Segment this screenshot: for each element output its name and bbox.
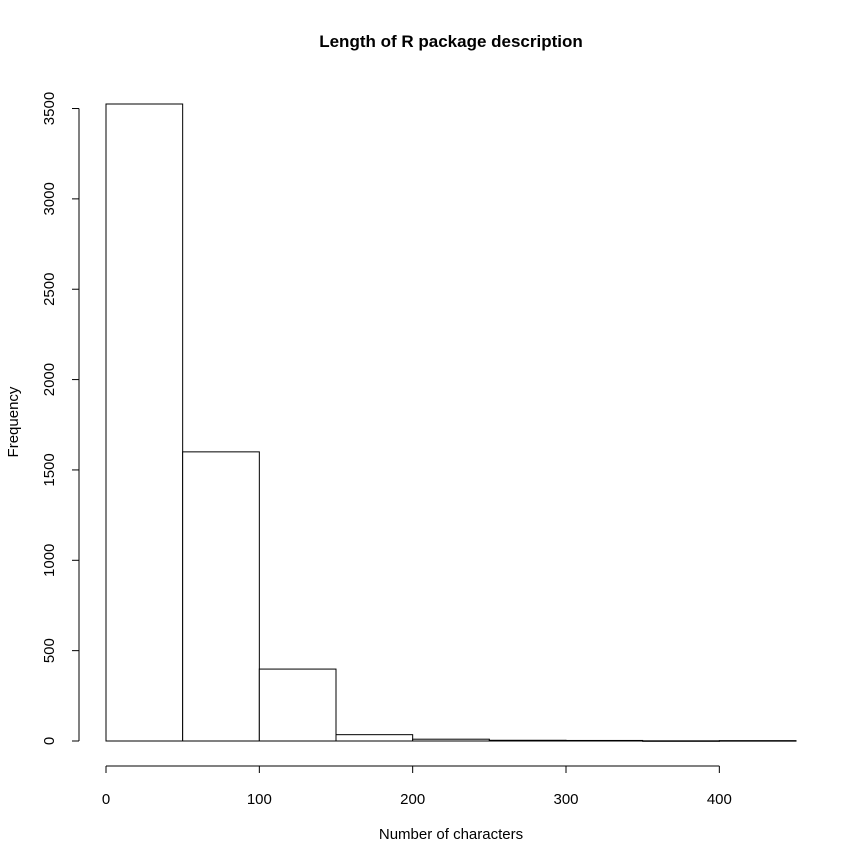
histogram-bar-2 [258,668,337,742]
y-tick-label: 500 [41,638,58,663]
histogram-bar-8 [718,740,797,742]
y-tick-label: 1500 [41,453,58,486]
histogram-bar-6 [565,739,644,742]
y-tick-label: 3000 [41,182,58,215]
x-tick-label: 0 [102,791,110,808]
histogram-bar-1 [182,451,260,742]
y-tick-label: 3500 [41,92,58,125]
histogram-bar-3 [335,734,414,742]
chart-title: Length of R package description [319,32,583,51]
y-tick-label: 2000 [41,363,58,396]
x-tick-label: 200 [400,791,425,808]
y-tick-label: 0 [41,737,58,745]
y-tick-label: 1000 [41,544,58,577]
x-tick-label: 300 [553,791,578,808]
x-axis: 0 100 200 300 400 [102,765,732,808]
y-axis-label: Frequency [5,386,22,457]
histogram-bar-7 [642,740,720,742]
histogram-bar-5 [488,739,567,742]
y-axis: 0 500 1000 1500 2000 2500 3000 3500 [41,92,80,745]
histogram-bar-0 [105,103,184,742]
x-axis-label: Number of characters [379,826,523,843]
bars-group [105,103,797,742]
y-tick-label: 2500 [41,273,58,306]
x-tick-label: 400 [707,791,732,808]
x-tick-label: 100 [247,791,272,808]
histogram-bar-4 [412,738,490,742]
